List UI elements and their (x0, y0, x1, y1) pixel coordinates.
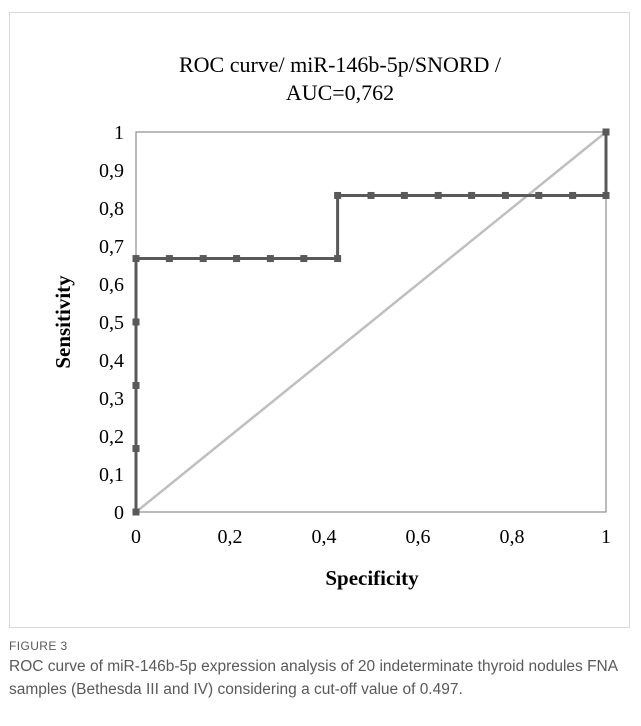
chart-title-line-1: ROC curve/ miR-146b-5p/SNORD / (179, 52, 502, 77)
y-tick-label: 0 (114, 502, 124, 524)
x-tick-label: 0 (131, 526, 141, 548)
y-tick-label: 0,8 (99, 198, 124, 220)
roc-data-point (569, 191, 577, 199)
y-tick-label: 0,4 (99, 350, 124, 372)
y-tick-label: 0,1 (99, 464, 124, 486)
y-tick-label: 1 (114, 122, 124, 144)
y-axis-label: Sensitivity (51, 275, 75, 369)
roc-data-point (300, 255, 308, 263)
x-tick-label: 0,8 (500, 526, 525, 548)
y-axis-ticks: 0 0,1 0,2 0,3 0,4 0,5 0,6 0,7 0,8 0,9 1 (99, 122, 124, 524)
chart-title-line-2: AUC=0,762 (286, 80, 394, 105)
reference-diagonal-line (135, 131, 607, 513)
roc-data-point (400, 191, 408, 199)
roc-data-point (535, 191, 543, 199)
roc-data-point (602, 191, 610, 199)
x-axis-label: Specificity (325, 566, 419, 590)
roc-data-point (132, 318, 140, 326)
roc-data-point (132, 381, 140, 389)
y-tick-label: 0,9 (99, 160, 124, 182)
roc-data-point (434, 191, 442, 199)
figure-caption: ROC curve of miR-146b-5p expression anal… (9, 658, 618, 698)
x-tick-label: 0,4 (312, 526, 337, 548)
y-tick-label: 0,2 (99, 426, 124, 448)
roc-data-point (165, 255, 173, 263)
roc-data-point (132, 255, 140, 263)
roc-data-point (334, 191, 342, 199)
roc-data-point (602, 128, 610, 136)
y-tick-label: 0,6 (99, 274, 124, 296)
series-layer (132, 128, 610, 516)
roc-data-point (132, 508, 140, 516)
y-tick-label: 0,5 (99, 312, 124, 334)
x-axis-ticks: 0 0,2 0,4 0,6 0,8 1 (131, 526, 611, 548)
figure-label: FIGURE 3 (9, 639, 68, 653)
chart-frame (9, 12, 630, 628)
roc-data-point (468, 191, 476, 199)
roc-data-point (266, 255, 274, 263)
roc-data-point (501, 191, 509, 199)
roc-data-point (132, 445, 140, 453)
y-tick-label: 0,3 (99, 388, 124, 410)
roc-data-point (367, 191, 375, 199)
x-tick-label: 1 (601, 526, 611, 548)
x-tick-label: 0,2 (218, 526, 243, 548)
roc-data-point (334, 255, 342, 263)
roc-chart: ROC curve/ miR-146b-5p/SNORD / AUC=0,762… (51, 52, 611, 590)
roc-data-point (233, 255, 241, 263)
x-tick-label: 0,6 (406, 526, 431, 548)
roc-data-point (199, 255, 207, 263)
y-tick-label: 0,7 (99, 236, 124, 258)
